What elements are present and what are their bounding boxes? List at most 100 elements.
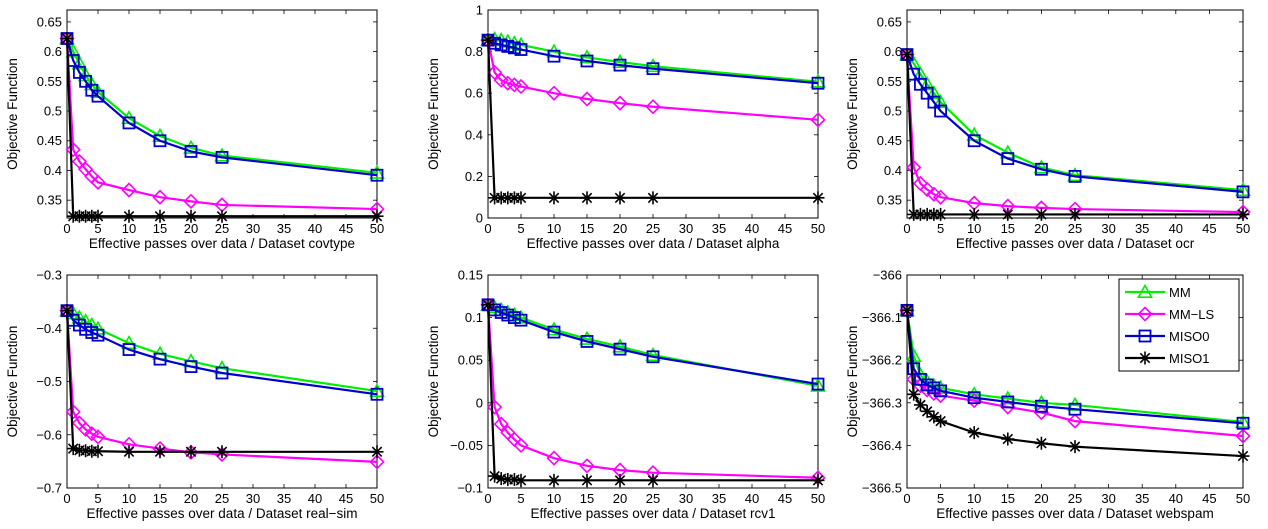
data-point [580,54,594,68]
x-tick-label: 10 [967,221,981,236]
x-tick-label: 50 [370,491,384,506]
data-point [967,207,981,221]
series-line [487,39,819,85]
data-point [152,189,168,205]
data-point [184,360,198,373]
data-point [481,298,495,312]
data-point [927,95,941,109]
legend-label: MM [1169,285,1191,300]
data-point [934,207,948,221]
data-point [501,191,515,205]
legend-label: MISO1 [1169,351,1209,366]
data-point [932,93,949,109]
data-point [920,404,934,418]
x-axis-label: Effective passes over data / Dataset cov… [89,236,355,251]
data-point [153,445,167,459]
y-tick-label: 0.4 [884,163,902,178]
y-tick-label: −366.2 [862,353,902,368]
data-point [121,182,137,198]
y-tick-label: 0.2 [465,169,483,184]
data-point [90,174,106,190]
x-axis-label: Effective passes over data / Dataset rcv… [530,506,775,521]
data-point [183,139,199,154]
data-point [507,41,521,55]
data-point [613,191,627,205]
data-point [810,112,826,128]
data-point [494,191,508,205]
y-tick-label: 0.65 [37,14,62,29]
subplot-3: 0 5 10 15 20 25 30 35 40 45 50 0.35 0.4 0.45 0.5 0.55 0.… [845,9,1251,251]
data-point [91,209,105,223]
x-tick-label: 0 [484,221,491,236]
data-point [66,442,80,456]
y-tick-label: 0.65 [877,14,902,29]
legend-label: MISO0 [1169,329,1209,344]
subplot-6: 0 5 10 15 20 25 30 35 40 45 50 −366.5 −366.4 −366.3 −3… [845,268,1251,521]
y-tick-label: 0.05 [458,353,483,368]
x-tick-label: 40 [308,491,322,506]
data-point [811,473,825,487]
data-point [122,209,136,223]
x-axis-label: Effective passes over data / Dataset rea… [86,506,357,521]
data-point [370,387,384,401]
data-point [153,134,167,148]
x-tick-label: 35 [1135,491,1149,506]
series-mm-ls [59,30,385,217]
x-tick-label: 10 [122,221,136,236]
data-point [1067,167,1083,182]
data-point [1236,416,1250,430]
y-tick-label: −0.7 [36,481,62,496]
data-point [1235,428,1251,444]
legend-marker [1138,329,1152,343]
data-point [513,78,529,95]
data-point [370,168,384,182]
y-tick-label: 1 [476,3,483,18]
x-tick-label: 0 [63,491,70,506]
x-axis-label: Effective passes over data / Dataset alp… [527,236,780,251]
data-point [215,150,229,164]
data-point [934,414,948,428]
data-point [927,207,941,221]
x-tick-label: 35 [277,221,291,236]
x-tick-label: 20 [1034,221,1048,236]
data-point [810,377,826,392]
x-tick-label: 25 [215,491,229,506]
x-tick-label: 0 [484,491,491,506]
data-point [967,426,981,440]
y-tick-label: −0.6 [36,427,62,442]
data-point [920,207,934,221]
data-point [507,311,521,325]
data-point [91,89,105,103]
y-tick-label: 0.4 [465,127,483,142]
data-point [966,386,983,401]
y-tick-label: 0.35 [37,193,62,208]
subplot-4: 0 5 10 15 20 25 30 35 40 45 50 −0.7 −0.6 −0.5 −0.4 −0.3… [5,268,385,521]
y-axis-label: Objective Function [845,58,860,170]
y-tick-label: 0 [476,211,483,226]
data-point [184,445,198,459]
y-tick-label: −366.3 [862,395,902,410]
y-tick-label: 0.45 [877,133,902,148]
y-tick-label: −366.4 [862,438,902,453]
x-tick-label: 45 [339,221,353,236]
x-tick-label: 35 [277,491,291,506]
x-tick-label: 35 [712,491,726,506]
x-tick-label: 40 [745,491,759,506]
data-point [507,472,521,486]
data-point [494,38,508,52]
x-tick-label: 30 [679,491,693,506]
data-point [370,445,384,459]
data-point [1068,402,1082,416]
data-point [547,473,561,487]
data-point [1235,413,1251,428]
y-axis-label: Objective Function [426,326,441,438]
x-tick-label: 15 [580,491,594,506]
x-tick-label: 45 [339,491,353,506]
data-point [65,404,81,420]
y-tick-label: 0.45 [37,133,62,148]
data-point [645,58,661,73]
data-point [546,321,562,336]
data-point [932,189,949,205]
data-point [493,416,509,432]
y-tick-label: 0.55 [877,74,902,89]
